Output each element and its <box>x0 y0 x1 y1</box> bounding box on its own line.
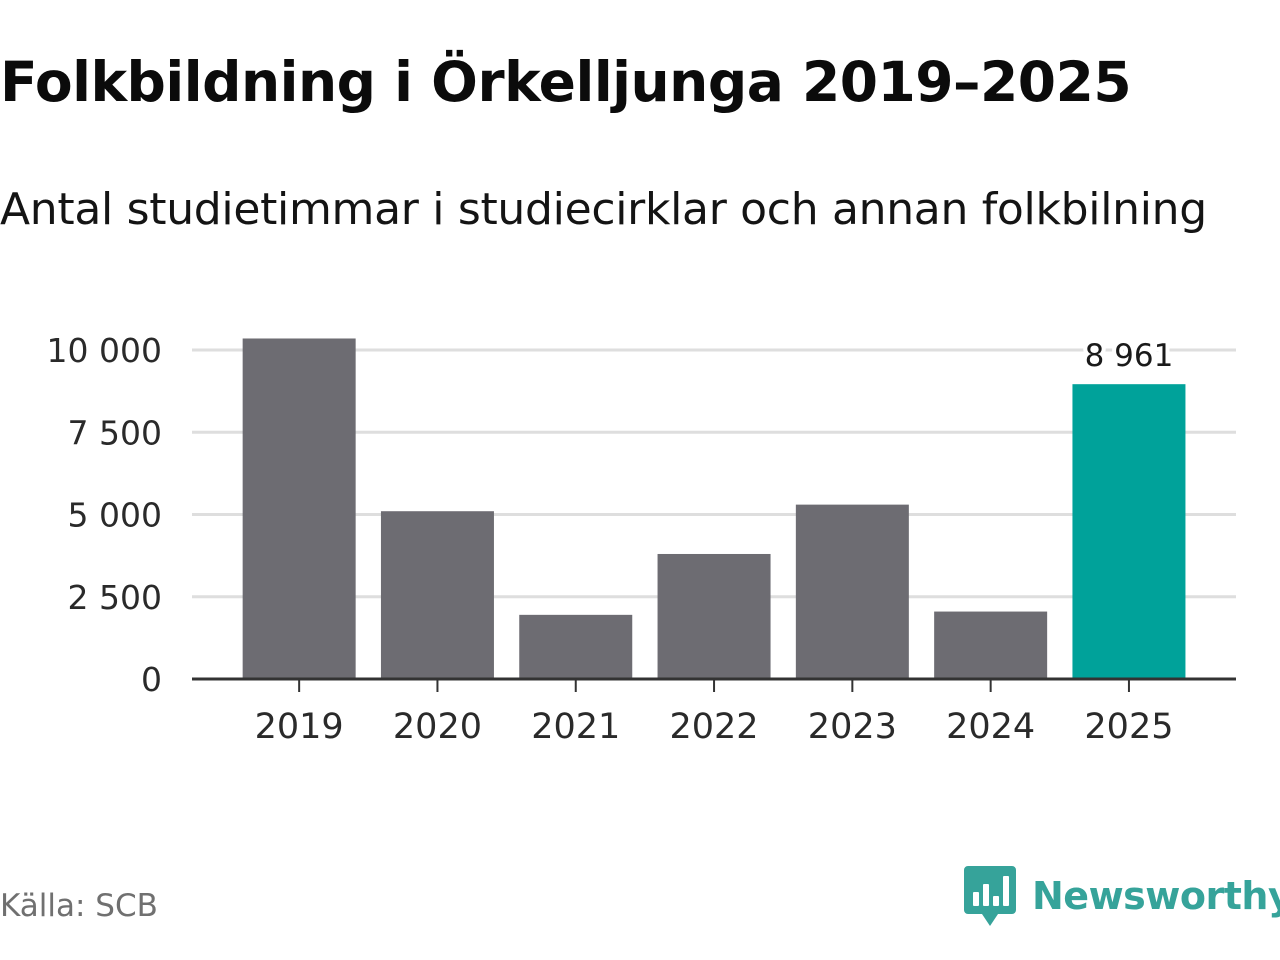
x-tick-label: 2025 <box>1084 707 1173 747</box>
chart-subtitle: Antal studietimmar i studiecirklar och a… <box>0 184 1207 235</box>
bar-2024 <box>934 611 1048 679</box>
data-label-halo: 8 961 <box>1085 338 1174 374</box>
x-tick-label: 2023 <box>808 707 897 747</box>
y-tick-label: 5 000 <box>68 496 162 535</box>
bar-2023 <box>795 504 909 679</box>
x-tick-label: 2024 <box>946 707 1035 747</box>
bars <box>242 338 1186 679</box>
bar-2025 <box>1072 384 1186 679</box>
x-tick-label: 2019 <box>255 707 344 747</box>
source-note: Källa: SCB <box>0 888 158 924</box>
bar-2021 <box>519 614 633 679</box>
y-tick-label: 0 <box>141 660 162 699</box>
y-tick-label: 7 500 <box>68 413 162 452</box>
axes <box>192 677 1236 692</box>
bar-2022 <box>657 553 771 679</box>
x-tick-label: 2022 <box>670 707 759 747</box>
newsworthy-brand[interactable]: Newsworthy <box>964 866 1280 926</box>
brand-name: Newsworthy <box>1032 874 1280 918</box>
data-label-2025: 8 961 <box>1085 338 1174 374</box>
x-tick-label: 2020 <box>393 707 482 747</box>
newsworthy-logo-icon <box>964 866 1016 926</box>
bar-2020 <box>380 511 494 679</box>
x-tick-label: 2021 <box>531 707 620 747</box>
y-tick-label: 2 500 <box>68 578 162 617</box>
labels: 0 2 500 5 000 7 500 10 000 2019 2020 2021 2022 20… <box>47 331 1178 747</box>
chart-title: Folkbildning i Örkelljunga 2019–2025 <box>0 50 1132 114</box>
y-tick-label: 10 000 <box>47 331 162 370</box>
bar-2019 <box>242 338 356 679</box>
